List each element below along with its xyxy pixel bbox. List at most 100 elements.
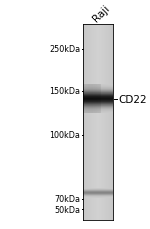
Bar [93,25,94,220]
Bar [100,25,101,220]
Bar [111,25,112,220]
Bar [83,112,113,113]
Bar [98,25,99,220]
Bar [83,87,113,88]
Bar [83,188,113,189]
Bar [88,85,89,114]
Bar [95,85,96,114]
Bar [84,85,85,114]
Bar [99,85,100,114]
Bar [112,25,113,220]
Bar [105,85,106,114]
Bar [83,96,113,97]
Bar [83,109,113,110]
Text: 100kDa: 100kDa [50,131,81,140]
Bar [108,85,109,114]
Bar [88,25,89,220]
Bar [91,85,92,114]
Bar [83,88,113,89]
Bar [111,85,112,114]
Bar [83,194,113,195]
Bar [83,100,113,101]
Bar [93,85,94,114]
Bar [83,195,113,196]
Bar [84,25,85,220]
Bar [90,25,91,220]
Bar [83,86,113,87]
Bar [92,85,93,114]
Bar [110,85,111,114]
Bar [83,111,113,112]
Bar [109,85,110,114]
Bar [83,101,113,102]
Bar [108,25,109,220]
Bar [83,110,113,111]
Bar [87,85,88,114]
Bar [109,25,110,220]
Bar [110,25,111,220]
Bar [97,25,98,220]
Bar [106,85,107,114]
Bar [83,191,113,192]
Bar [83,113,113,114]
Bar [83,190,113,191]
Bar [83,106,113,107]
Bar [104,25,105,220]
Text: Raji: Raji [91,3,111,24]
Bar [91,25,92,220]
Bar [83,94,113,95]
Bar [85,85,86,114]
Bar [104,85,105,114]
Bar [83,105,113,106]
Bar [83,193,113,194]
Bar [101,85,102,114]
Bar [107,25,108,220]
Bar [113,25,114,220]
Bar [83,90,113,91]
Bar [94,25,95,220]
Bar [83,102,113,103]
Bar [83,189,113,190]
Bar [89,25,90,220]
Text: 150kDa: 150kDa [50,87,81,96]
Bar [100,85,101,114]
Bar [96,25,97,220]
Bar [94,85,95,114]
Text: 50kDa: 50kDa [55,205,81,214]
Bar [95,25,96,220]
Bar [83,97,113,98]
Bar [85,25,86,220]
Text: CD22: CD22 [118,94,147,104]
Bar [83,25,84,220]
Text: 70kDa: 70kDa [55,194,81,203]
Bar [83,89,113,90]
Bar [83,104,113,105]
Bar [90,85,91,114]
Bar [86,25,87,220]
Bar [97,85,98,114]
Bar [83,98,113,99]
Bar [113,85,114,114]
Bar [98,85,99,114]
Bar [83,99,113,100]
Bar [112,85,113,114]
Text: 250kDa: 250kDa [49,45,81,54]
Bar [103,85,104,114]
Bar [102,25,103,220]
Bar [83,192,113,193]
Bar [83,25,113,220]
Bar [105,25,106,220]
Bar [83,85,84,114]
Bar [103,25,104,220]
Bar [83,92,113,93]
Bar [83,93,113,94]
Bar [83,85,113,86]
Bar [83,197,113,198]
Bar [107,85,108,114]
Bar [83,108,113,109]
Bar [106,25,107,220]
Bar [83,95,113,96]
Bar [100,85,101,114]
Bar [83,196,113,197]
Bar [101,25,102,220]
